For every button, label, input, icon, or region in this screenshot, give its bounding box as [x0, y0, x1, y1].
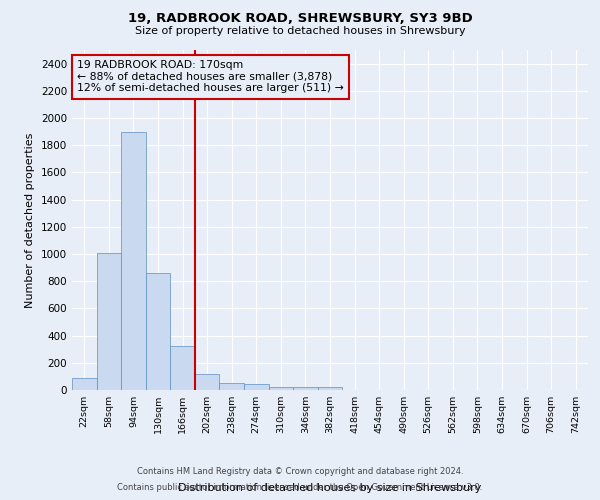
Bar [170, 346, 195, 390]
Bar [146, 273, 170, 390]
Bar [269, 386, 293, 390]
Bar [220, 382, 244, 390]
Bar [72, 378, 97, 390]
Y-axis label: Number of detached properties: Number of detached properties [25, 132, 35, 308]
Bar [293, 388, 318, 390]
Bar [121, 132, 146, 390]
Text: Contains HM Land Registry data © Crown copyright and database right 2024.: Contains HM Land Registry data © Crown c… [137, 467, 463, 476]
X-axis label: Distribution of detached houses by size in Shrewsbury: Distribution of detached houses by size … [178, 483, 482, 493]
Bar [97, 252, 121, 390]
Text: Size of property relative to detached houses in Shrewsbury: Size of property relative to detached ho… [134, 26, 466, 36]
Bar [244, 384, 269, 390]
Bar [195, 374, 220, 390]
Text: Contains public sector information licensed under the Open Government Licence v3: Contains public sector information licen… [118, 484, 482, 492]
Text: 19 RADBROOK ROAD: 170sqm
← 88% of detached houses are smaller (3,878)
12% of sem: 19 RADBROOK ROAD: 170sqm ← 88% of detach… [77, 60, 344, 94]
Bar [318, 388, 342, 390]
Text: 19, RADBROOK ROAD, SHREWSBURY, SY3 9BD: 19, RADBROOK ROAD, SHREWSBURY, SY3 9BD [128, 12, 472, 26]
